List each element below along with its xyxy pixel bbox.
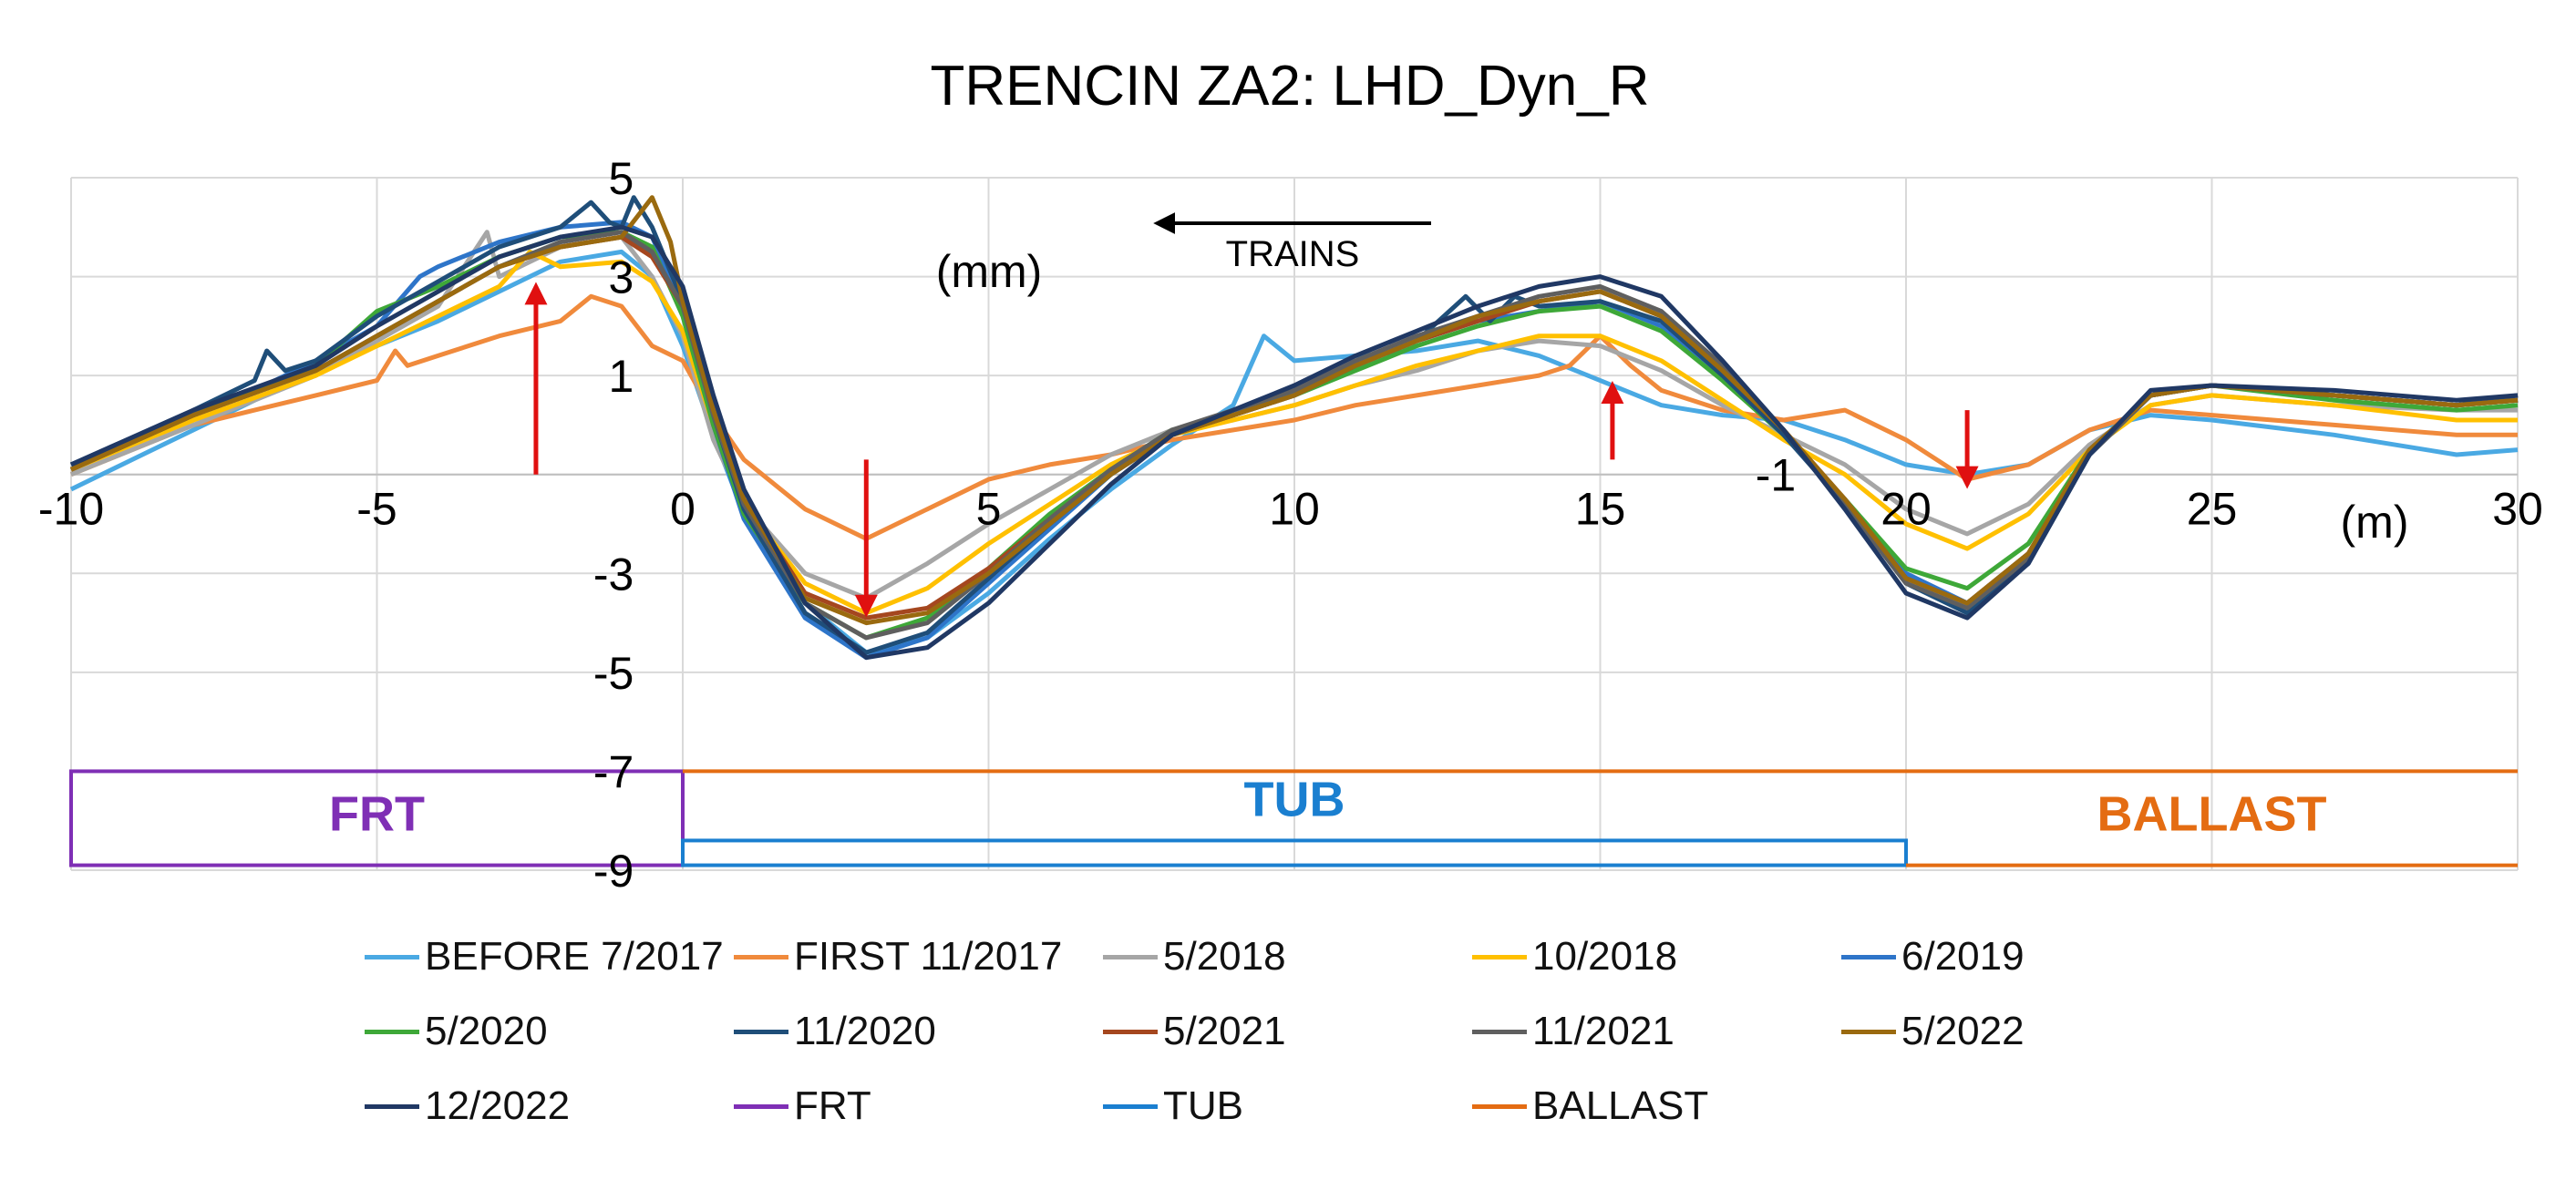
y-tick-label: 3 — [609, 252, 634, 303]
legend-swatch — [1841, 1029, 1896, 1034]
legend-swatch — [365, 954, 419, 959]
legend-swatch — [1841, 954, 1896, 959]
legend-item: 11/2021 — [1472, 1006, 1674, 1057]
x-tick-label: -10 — [38, 484, 104, 535]
zone-ballast: BALLAST — [683, 769, 2518, 867]
legend-swatch — [734, 1029, 788, 1034]
legend-label: 11/2021 — [1532, 1009, 1674, 1053]
legend-label: BEFORE 7/2017 — [425, 934, 724, 979]
legend-label: FRT — [794, 1083, 871, 1128]
x-tick-label: 25 — [2187, 484, 2238, 535]
legend-swatch — [734, 954, 788, 959]
trains-label: TRAINS — [1226, 234, 1360, 274]
zone-tub-label: TUB — [1244, 772, 1345, 826]
legend-item: FIRST 11/2017 — [734, 931, 1062, 982]
y-tick-label: -3 — [593, 549, 634, 600]
x-tick-label: 20 — [1880, 484, 1932, 535]
x-tick-label: 0 — [670, 484, 696, 535]
x-tick-label: -5 — [356, 484, 397, 535]
legend-item: 10/2018 — [1472, 931, 1677, 982]
legend-item: 11/2020 — [734, 1006, 936, 1057]
legend-swatch — [1472, 1029, 1527, 1034]
zone-tub: TUB — [681, 772, 1908, 867]
legend-item: 5/2018 — [1103, 931, 1286, 982]
y-tick-label: 5 — [609, 153, 634, 204]
y-axis-unit-label: (mm) — [936, 246, 1043, 297]
legend-swatch — [365, 1103, 419, 1109]
legend-swatch — [1472, 1103, 1527, 1109]
x-tick-label: 15 — [1575, 484, 1626, 535]
legend-swatch — [734, 1103, 788, 1109]
series-line-4 — [70, 249, 2518, 616]
legend-label: 12/2022 — [425, 1083, 571, 1128]
legend-item: 5/2021 — [1103, 1006, 1286, 1057]
legend-label: 5/2021 — [1163, 1009, 1286, 1053]
zone-ballast-label: BALLAST — [2097, 787, 2327, 842]
legend-label: FIRST 11/2017 — [794, 934, 1063, 979]
annotation-arrows — [524, 282, 1979, 618]
legend-label: 10/2018 — [1532, 934, 1678, 979]
y-tick-label: -7 — [593, 746, 634, 797]
series-line-11 — [69, 224, 2519, 661]
zone-frt: FRT — [69, 769, 685, 867]
x-tick-label: 10 — [1269, 484, 1320, 535]
legend-label: TUB — [1163, 1083, 1243, 1128]
legend-swatch — [365, 1029, 419, 1034]
legend-label: 5/2018 — [1163, 934, 1286, 979]
chart-title: TRENCIN ZA2: LHD_Dyn_R — [931, 55, 1650, 118]
y-tick-label: -5 — [593, 648, 634, 699]
legend-item: 12/2022 — [365, 1081, 570, 1132]
x-tick-label: 30 — [2492, 484, 2543, 535]
legend-item: BALLAST — [1472, 1081, 1708, 1132]
tick-labels: -10 -5 0 5 10 15 20 25 30 5 3 1 -3 -5 -7 -9 -1 — [38, 153, 2543, 897]
legend-swatch — [1472, 954, 1527, 959]
legend-swatch — [1103, 1029, 1158, 1034]
legend-label: 5/2022 — [1901, 1009, 2025, 1053]
legend-label: 11/2020 — [794, 1009, 936, 1053]
zone-bars: FRT TUB BALLAST — [69, 769, 2518, 867]
legend-item: TUB — [1103, 1081, 1243, 1132]
zone-tub-box — [681, 838, 1908, 867]
zone-frt-box — [69, 769, 685, 867]
legend-item: 5/2020 — [365, 1006, 548, 1057]
y-tick-label: -1 — [1756, 450, 1796, 501]
legend-swatch — [1103, 954, 1158, 959]
legend-label: 5/2020 — [425, 1009, 548, 1053]
zone-frt-label: FRT — [329, 787, 425, 842]
x-tick-label: 5 — [976, 484, 1002, 535]
legend-item: FRT — [734, 1081, 871, 1132]
legend-label: 6/2019 — [1901, 934, 2025, 979]
legend-item: BEFORE 7/2017 — [365, 931, 724, 982]
legend-label: BALLAST — [1532, 1083, 1709, 1128]
y-tick-label: 1 — [609, 351, 634, 402]
series-line-10 — [69, 195, 2519, 626]
x-axis-unit-label: (m) — [2341, 497, 2409, 548]
legend-item: 6/2019 — [1841, 931, 2025, 982]
legend-swatch — [1103, 1103, 1158, 1109]
legend-item: 5/2022 — [1841, 1006, 2025, 1057]
y-tick-label: -9 — [593, 846, 634, 897]
